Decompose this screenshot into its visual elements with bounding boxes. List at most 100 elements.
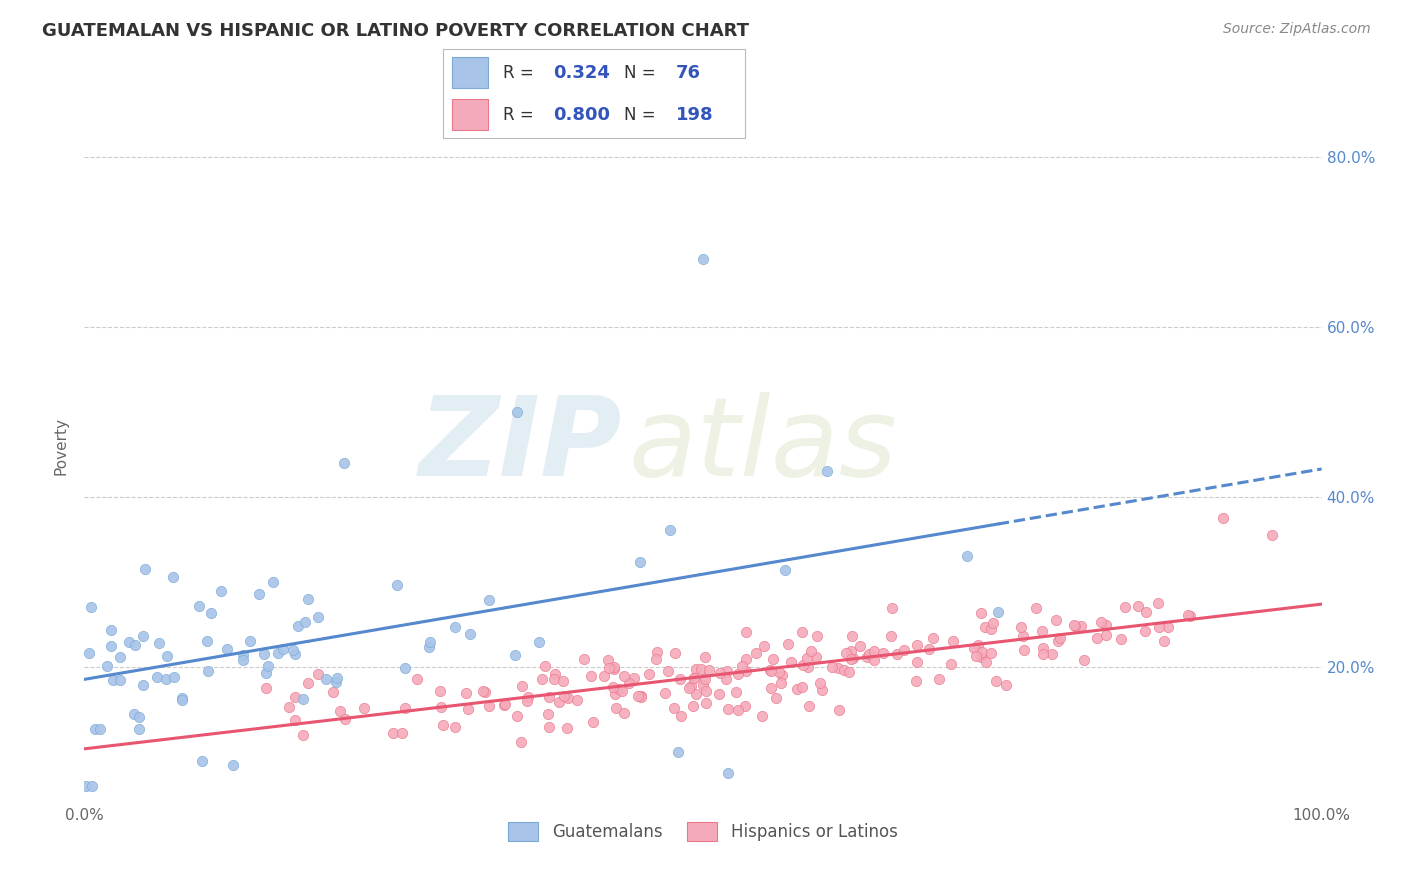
Point bbox=[256, 659, 278, 673]
Point bbox=[1090, 615, 1112, 629]
Point bbox=[292, 728, 315, 742]
Point bbox=[325, 675, 347, 690]
Point bbox=[922, 631, 945, 645]
Point bbox=[828, 703, 851, 717]
Point bbox=[506, 405, 529, 419]
Point bbox=[605, 701, 627, 715]
Point bbox=[148, 636, 170, 650]
Point bbox=[307, 666, 329, 681]
Point bbox=[607, 681, 630, 696]
Point bbox=[882, 600, 904, 615]
Point bbox=[537, 707, 560, 722]
Point bbox=[429, 684, 451, 698]
Point bbox=[1111, 632, 1133, 647]
Point bbox=[1010, 620, 1032, 634]
Point bbox=[725, 685, 748, 699]
Point bbox=[682, 698, 704, 713]
Point bbox=[262, 575, 284, 590]
Point bbox=[664, 646, 686, 660]
Point bbox=[249, 587, 271, 601]
Point bbox=[543, 673, 565, 687]
Point bbox=[681, 679, 703, 693]
Point bbox=[682, 671, 704, 685]
Point bbox=[804, 649, 827, 664]
Point bbox=[443, 720, 465, 734]
Point bbox=[565, 693, 588, 707]
Point bbox=[735, 652, 758, 666]
Point bbox=[907, 655, 929, 669]
Point bbox=[692, 678, 714, 692]
Point bbox=[731, 658, 754, 673]
Point bbox=[1157, 620, 1180, 634]
Point bbox=[834, 663, 856, 677]
Point bbox=[132, 629, 155, 643]
Point bbox=[579, 669, 602, 683]
Point bbox=[654, 686, 676, 700]
Text: R =: R = bbox=[503, 63, 534, 82]
Point bbox=[984, 674, 1007, 689]
Point bbox=[156, 649, 179, 664]
Point bbox=[602, 680, 624, 694]
Point bbox=[693, 650, 716, 665]
Point bbox=[685, 662, 707, 676]
Point bbox=[329, 704, 352, 718]
Point bbox=[1095, 618, 1118, 632]
Point bbox=[692, 252, 714, 266]
Point bbox=[592, 669, 614, 683]
Point bbox=[215, 641, 238, 656]
Point bbox=[905, 638, 928, 652]
Point bbox=[759, 681, 782, 695]
Point bbox=[1147, 596, 1170, 610]
Point bbox=[659, 523, 682, 537]
Point bbox=[685, 687, 707, 701]
Point bbox=[835, 646, 858, 660]
Point bbox=[80, 779, 103, 793]
Point bbox=[751, 708, 773, 723]
Point bbox=[533, 659, 555, 673]
Point bbox=[727, 667, 749, 681]
Point bbox=[752, 640, 775, 654]
Point bbox=[391, 726, 413, 740]
Point bbox=[134, 562, 156, 576]
Point bbox=[322, 685, 344, 699]
Point bbox=[1085, 631, 1108, 645]
Point bbox=[598, 661, 620, 675]
Point bbox=[1012, 629, 1035, 643]
Point bbox=[1135, 624, 1157, 638]
Point bbox=[1149, 620, 1171, 634]
Point bbox=[418, 640, 440, 654]
Point bbox=[108, 650, 131, 665]
Point bbox=[838, 665, 860, 680]
Point bbox=[970, 606, 993, 620]
Point bbox=[1049, 631, 1071, 645]
Point bbox=[863, 652, 886, 666]
Point bbox=[662, 701, 685, 715]
Point bbox=[630, 689, 652, 703]
Point bbox=[538, 720, 561, 734]
Point bbox=[531, 673, 554, 687]
Text: ZIP: ZIP bbox=[419, 392, 623, 500]
Point bbox=[333, 456, 356, 470]
Point bbox=[387, 578, 409, 592]
Point bbox=[1025, 600, 1047, 615]
Point bbox=[582, 714, 605, 729]
Point bbox=[494, 697, 516, 711]
Point bbox=[671, 708, 693, 723]
Point bbox=[880, 629, 903, 643]
Point bbox=[1095, 628, 1118, 642]
Point bbox=[610, 683, 633, 698]
Text: 0.800: 0.800 bbox=[553, 105, 610, 124]
Point bbox=[553, 689, 575, 703]
Point bbox=[382, 726, 405, 740]
Point bbox=[970, 645, 993, 659]
Point bbox=[195, 633, 218, 648]
Point bbox=[232, 648, 254, 662]
Point bbox=[444, 620, 467, 634]
Point bbox=[267, 646, 290, 660]
Point bbox=[128, 710, 150, 724]
Point bbox=[100, 623, 122, 637]
Point bbox=[623, 672, 645, 686]
Point bbox=[596, 653, 619, 667]
Point bbox=[613, 669, 636, 683]
Point bbox=[928, 672, 950, 686]
